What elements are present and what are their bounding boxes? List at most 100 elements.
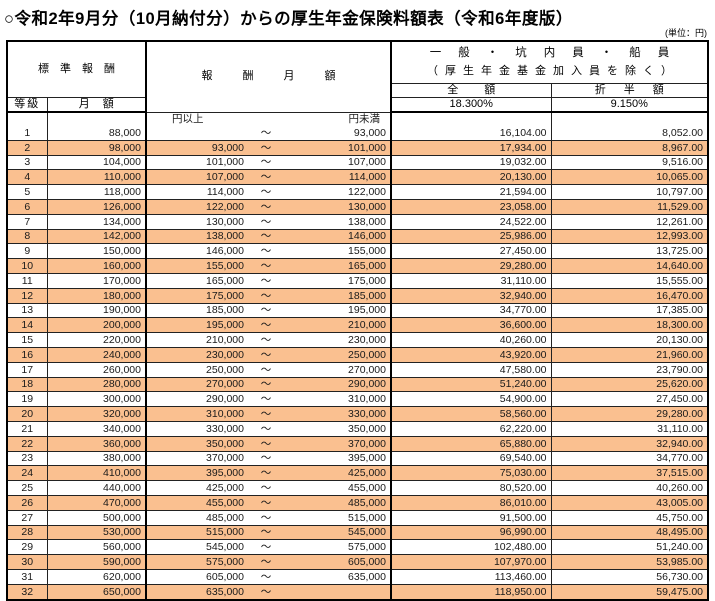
half-amount-cell: 31,110.00 (550, 420, 709, 437)
monthly-amount-cell: 500,000 (46, 509, 147, 526)
monthly-amount-cell: 170,000 (46, 272, 147, 289)
half-amount-cell: 11,529.00 (550, 198, 709, 215)
range-tilde: ～ (252, 228, 280, 245)
half-amount-cell: 56,730.00 (550, 568, 709, 585)
header-monthly-amount: 月額 (46, 96, 147, 113)
unit-label-row: 円以上 円未満 (6, 111, 709, 126)
table-row: 2 98,000 93,000 ～ 101,000 17,934.00 8,96… (6, 139, 709, 156)
range-tilde: ～ (252, 258, 280, 274)
full-amount-cell: 34,770.00 (390, 302, 552, 319)
range-to-cell: 175,000 (280, 272, 392, 289)
monthly-amount-cell: 530,000 (46, 524, 147, 541)
header-full-rate: 18.300% (390, 96, 552, 113)
full-amount-cell: 113,460.00 (390, 568, 552, 585)
range-to-cell: 635,000 (280, 568, 392, 585)
full-amount-cell: 17,934.00 (390, 139, 552, 156)
range-tilde: ～ (252, 272, 280, 289)
full-amount-cell: 107,970.00 (390, 554, 552, 570)
table-row: 28 530,000 515,000 ～ 545,000 96,990.00 4… (6, 524, 709, 541)
range-from-cell: 370,000 (145, 450, 252, 467)
half-amount-cell: 59,475.00 (550, 583, 709, 601)
half-amount-cell: 25,620.00 (550, 376, 709, 393)
range-to-cell: 138,000 (280, 213, 392, 230)
empty-cell (550, 111, 709, 126)
grade-cell: 25 (6, 480, 48, 496)
range-to-cell: 485,000 (280, 494, 392, 511)
table-row: 4 110,000 107,000 ～ 114,000 20,130.00 10… (6, 169, 709, 186)
table-row: 32 650,000 635,000 ～ 118,950.00 59,475.0… (6, 583, 709, 601)
half-amount-cell: 17,385.00 (550, 302, 709, 319)
range-to-cell: 130,000 (280, 198, 392, 215)
grade-cell: 30 (6, 554, 48, 570)
table-row: 22 360,000 350,000 ～ 370,000 65,880.00 3… (6, 435, 709, 452)
range-to-cell: 270,000 (280, 361, 392, 378)
range-to-cell: 101,000 (280, 139, 392, 156)
range-to-cell: 250,000 (280, 346, 392, 363)
table-row: 5 118,000 114,000 ～ 122,000 21,594.00 10… (6, 184, 709, 200)
full-amount-cell: 32,940.00 (390, 287, 552, 304)
full-amount-cell: 29,280.00 (390, 258, 552, 274)
half-amount-cell: 18,300.00 (550, 317, 709, 334)
table-row: 11 170,000 165,000 ～ 175,000 31,110.00 1… (6, 272, 709, 289)
header-category-line2: （厚生年金基金加入員を除く） (427, 64, 679, 77)
table-row: 17 260,000 250,000 ～ 270,000 47,580.00 2… (6, 361, 709, 378)
range-tilde: ～ (252, 302, 280, 319)
range-from-cell: 270,000 (145, 376, 252, 393)
half-amount-cell: 12,993.00 (550, 228, 709, 245)
range-tilde: ～ (252, 332, 280, 348)
range-from-cell: 485,000 (145, 509, 252, 526)
range-to-cell: 350,000 (280, 420, 392, 437)
monthly-amount-cell: 300,000 (46, 391, 147, 408)
full-amount-cell: 43,920.00 (390, 346, 552, 363)
grade-cell: 15 (6, 332, 48, 348)
table-header: 標準報酬 報酬月額 一般・坑内員・船員 （厚生年金基金加入員を除く） 全額 折半… (6, 40, 709, 113)
table-row: 15 220,000 210,000 ～ 230,000 40,260.00 2… (6, 332, 709, 348)
monthly-amount-cell: 260,000 (46, 361, 147, 378)
monthly-amount-cell: 220,000 (46, 332, 147, 348)
table-row: 13 190,000 185,000 ～ 195,000 34,770.00 1… (6, 302, 709, 319)
half-amount-cell: 53,985.00 (550, 554, 709, 570)
range-tilde: ～ (252, 139, 280, 156)
grade-cell: 31 (6, 568, 48, 585)
full-amount-cell: 69,540.00 (390, 450, 552, 467)
range-tilde: ～ (252, 184, 280, 200)
range-tilde: ～ (252, 213, 280, 230)
monthly-amount-cell: 104,000 (46, 154, 147, 171)
half-amount-cell: 23,790.00 (550, 361, 709, 378)
yen-or-more-label: 円以上 (145, 111, 252, 126)
range-to-cell: 515,000 (280, 509, 392, 526)
half-amount-cell: 8,967.00 (550, 139, 709, 156)
half-amount-cell: 48,495.00 (550, 524, 709, 541)
range-from-cell: 107,000 (145, 169, 252, 186)
full-amount-cell: 20,130.00 (390, 169, 552, 186)
empty-cell (390, 111, 552, 126)
full-amount-cell: 27,450.00 (390, 243, 552, 260)
header-standard-remuneration: 標準報酬 (6, 40, 147, 98)
full-amount-cell: 36,600.00 (390, 317, 552, 334)
table-body: 円以上 円未満 1 88,000 ～ 93,000 16,104.00 8,05… (6, 111, 709, 601)
grade-cell: 29 (6, 539, 48, 556)
table-row: 8 142,000 138,000 ～ 146,000 25,986.00 12… (6, 228, 709, 245)
grade-cell: 7 (6, 213, 48, 230)
range-from-cell: 165,000 (145, 272, 252, 289)
grade-cell: 6 (6, 198, 48, 215)
range-tilde: ～ (252, 198, 280, 215)
table-row: 9 150,000 146,000 ～ 155,000 27,450.00 13… (6, 243, 709, 260)
monthly-amount-cell: 150,000 (46, 243, 147, 260)
range-tilde: ～ (252, 583, 280, 601)
range-to-cell: 185,000 (280, 287, 392, 304)
range-tilde: ～ (252, 243, 280, 260)
range-from-cell: 455,000 (145, 494, 252, 511)
range-to-cell: 195,000 (280, 302, 392, 319)
full-amount-cell: 80,520.00 (390, 480, 552, 496)
range-to-cell: 330,000 (280, 406, 392, 422)
monthly-amount-cell: 360,000 (46, 435, 147, 452)
range-from-cell: 290,000 (145, 391, 252, 408)
range-to-cell: 545,000 (280, 524, 392, 541)
full-amount-cell: 21,594.00 (390, 184, 552, 200)
half-amount-cell: 14,640.00 (550, 258, 709, 274)
table-row: 20 320,000 310,000 ～ 330,000 58,560.00 2… (6, 406, 709, 422)
range-from-cell: 155,000 (145, 258, 252, 274)
header-half-amount: 折半額 (550, 82, 709, 98)
monthly-amount-cell: 200,000 (46, 317, 147, 334)
